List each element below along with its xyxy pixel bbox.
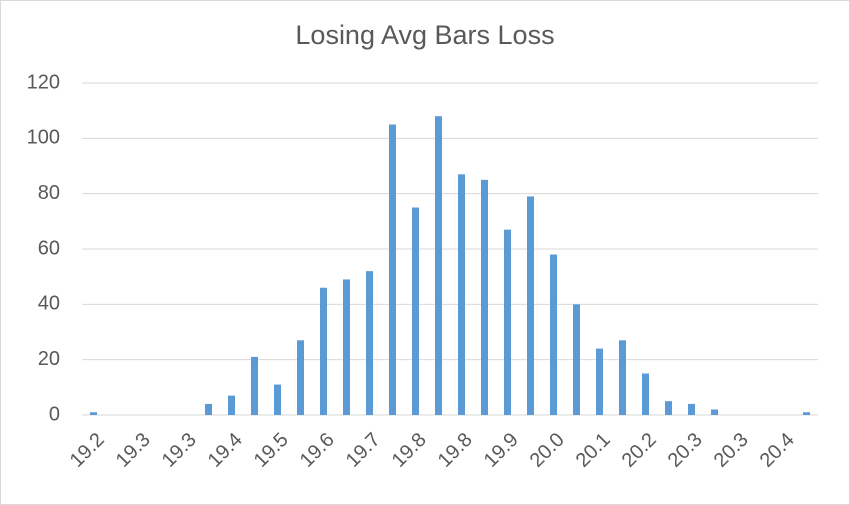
bar	[596, 348, 603, 415]
bar	[573, 304, 580, 415]
bar	[205, 403, 212, 415]
bar	[481, 179, 488, 415]
bar	[366, 271, 373, 415]
bar	[274, 384, 281, 415]
y-tick-label: 20	[38, 348, 60, 370]
bar	[435, 116, 442, 415]
y-tick-label: 40	[38, 293, 60, 315]
bar	[665, 401, 672, 415]
bar	[619, 340, 626, 415]
bar	[228, 395, 235, 415]
bar	[297, 340, 304, 415]
bar	[458, 174, 465, 415]
bar	[90, 412, 97, 415]
chart-title: Losing Avg Bars Loss	[295, 20, 554, 50]
y-tick-label: 80	[38, 182, 60, 204]
y-tick-label: 100	[27, 127, 60, 149]
bar	[504, 229, 511, 415]
bar	[320, 287, 327, 415]
bar	[550, 254, 557, 415]
bar	[688, 403, 695, 415]
bar	[343, 279, 350, 415]
bar	[711, 409, 718, 415]
bar	[803, 412, 810, 415]
y-tick-label: 0	[49, 403, 60, 425]
bar	[412, 207, 419, 415]
y-tick-label: 120	[27, 71, 60, 93]
bar	[389, 124, 396, 415]
y-tick-label: 60	[38, 237, 60, 259]
bar	[642, 373, 649, 415]
bar	[527, 196, 534, 415]
bar	[251, 356, 258, 415]
